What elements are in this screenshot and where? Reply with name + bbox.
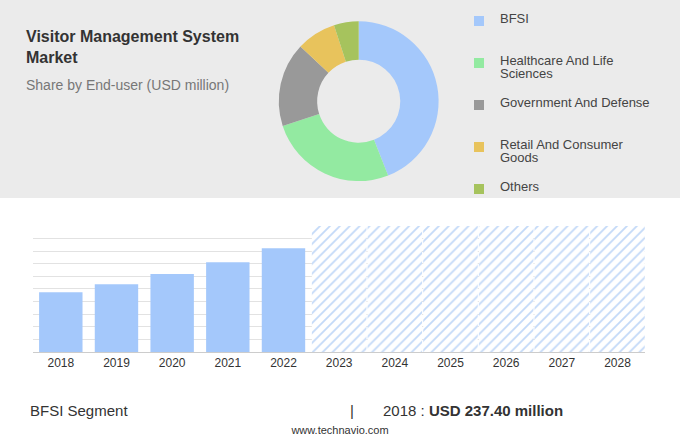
html-text:Retail And Consumer Goods: Retail And Consumer Goods [500,137,623,165]
html-text:Visitor Management System Mark: Visitor Management System Market [26,28,240,66]
html-text:Government And Defense: Government And Defense [500,95,650,110]
svg-text:2018: 2018 [47,356,74,370]
svg-text:2026: 2026 [493,356,520,370]
html-text:Share by End-user (USD million: Share by End-user (USD million) [26,77,230,93]
html-text:Others: Others [500,179,539,194]
svg-text:2021: 2021 [214,356,241,370]
html-text:2018 : USD 237.40 million: 2018 : USD 237.40 million [383,402,564,419]
html-text:BFSI: BFSI [500,11,529,26]
html-text:BFSI Segment: BFSI Segment [30,402,128,419]
svg-text:2022: 2022 [270,356,297,370]
svg-text:2020: 2020 [159,356,186,370]
html-text:Healthcare And Life Sciences: Healthcare And Life Sciences [500,53,614,81]
svg-text:2028: 2028 [604,356,631,370]
svg-text:2019: 2019 [103,356,130,370]
svg-text:2024: 2024 [381,356,408,370]
html-text:www.technavio.com: www.technavio.com [291,424,389,436]
svg-text:2025: 2025 [437,356,464,370]
svg-text:2027: 2027 [548,356,575,370]
svg-text:2023: 2023 [326,356,353,370]
